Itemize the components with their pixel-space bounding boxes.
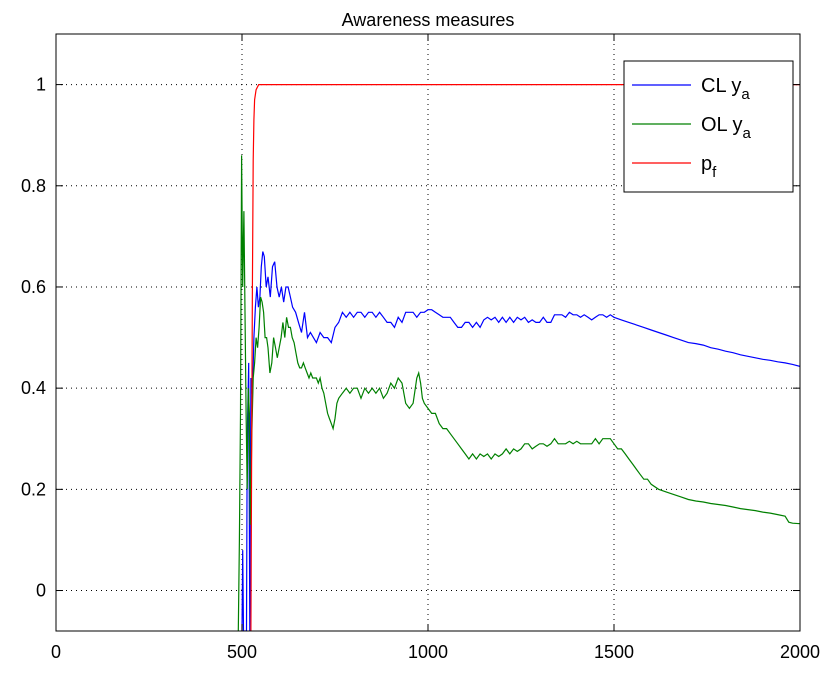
y-tick-label: 0.4 xyxy=(21,378,46,398)
series-line-3 xyxy=(250,84,800,631)
series-lines xyxy=(237,84,800,631)
y-tick-label: 0.6 xyxy=(21,277,46,297)
x-tick-label: 1000 xyxy=(408,642,448,662)
series-line-1 xyxy=(241,251,800,631)
x-tick-label: 500 xyxy=(227,642,257,662)
y-tick-label: 1 xyxy=(36,75,46,95)
y-tick-label: 0.8 xyxy=(21,176,46,196)
y-tick-label: 0.2 xyxy=(21,479,46,499)
x-tick-label: 2000 xyxy=(780,642,820,662)
legend-box xyxy=(623,60,794,193)
chart-title: Awareness measures xyxy=(342,10,515,30)
series-line-2 xyxy=(237,155,800,631)
x-tick-label: 1500 xyxy=(594,642,634,662)
x-tick-label: 0 xyxy=(51,642,61,662)
y-tick-label: 0 xyxy=(36,581,46,601)
axis-ticks: 0 500 1000 1500 2000 0 0.2 0.4 0.6 0.8 1 xyxy=(21,34,820,662)
